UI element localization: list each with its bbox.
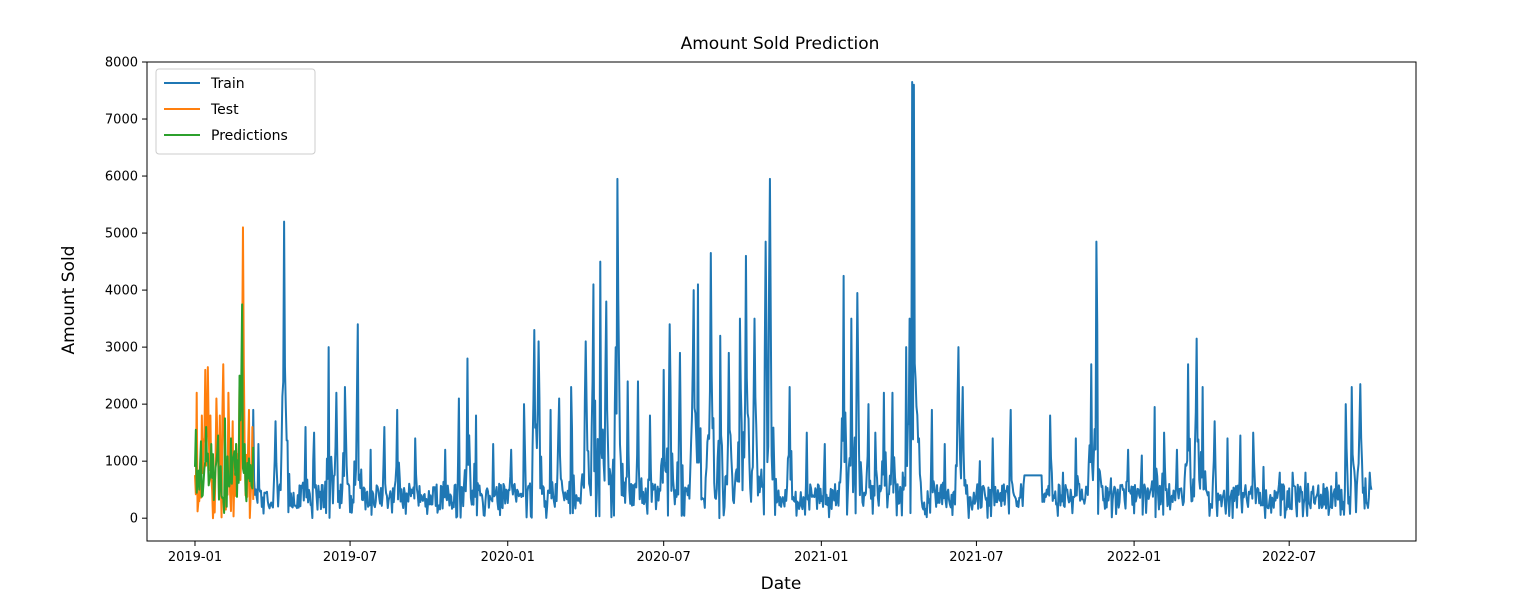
x-tick-label: 2020-07 xyxy=(637,550,691,565)
y-axis: 0 1000 2000 3000 4000 5000 6000 7000 8000 xyxy=(105,56,147,527)
x-tick-label: 2022-01 xyxy=(1107,550,1161,565)
x-axis-label: Date xyxy=(761,574,802,594)
legend-box xyxy=(155,68,316,155)
y-tick-label: 2000 xyxy=(105,398,138,413)
x-axis: 2019-01 2019-07 2020-01 2020-07 2021-01 2021-… xyxy=(168,541,1316,565)
y-tick-label: 4000 xyxy=(105,284,138,299)
y-tick-label: 7000 xyxy=(105,113,138,128)
x-tick-label: 2021-07 xyxy=(949,550,1003,565)
y-axis-label: Amount Sold xyxy=(59,246,79,355)
legend: Train Test Predictions xyxy=(155,68,316,155)
x-tick-label: 2022-07 xyxy=(1262,550,1316,565)
legend-label-test: Test xyxy=(210,102,239,118)
y-tick-label: 1000 xyxy=(105,455,138,470)
y-tick-label: 0 xyxy=(130,512,138,527)
series-line-predictions xyxy=(193,303,255,514)
y-tick-label: 6000 xyxy=(105,170,138,185)
y-tick-label: 8000 xyxy=(105,56,138,71)
x-tick-label: 2020-01 xyxy=(481,550,535,565)
chart-title: Amount Sold Prediction xyxy=(681,34,880,54)
x-tick-label: 2019-07 xyxy=(323,550,377,565)
x-tick-label: 2021-01 xyxy=(794,550,848,565)
plot-lines xyxy=(193,80,1373,520)
y-tick-label: 5000 xyxy=(105,227,138,242)
series-line-train xyxy=(250,80,1373,520)
legend-label-train: Train xyxy=(210,76,245,92)
y-tick-label: 3000 xyxy=(105,341,138,356)
plot-frame xyxy=(146,61,1417,542)
legend-label-predictions: Predictions xyxy=(211,128,288,144)
x-tick-label: 2019-01 xyxy=(168,550,222,565)
